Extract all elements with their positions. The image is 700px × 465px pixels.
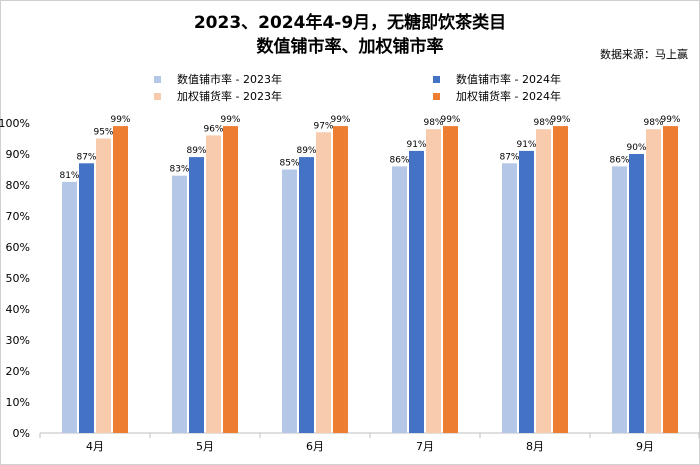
- data-label: 87%: [76, 152, 96, 162]
- x-tick-label: 7月: [416, 440, 434, 453]
- bar: [172, 175, 187, 433]
- x-tick-label: 4月: [86, 440, 104, 453]
- data-label: 99%: [660, 115, 680, 125]
- data-label: 86%: [609, 155, 629, 165]
- y-tick-label: 70%: [6, 210, 30, 223]
- bar: [536, 129, 551, 433]
- data-label: 81%: [59, 171, 79, 181]
- chart-title-line2: 数值铺市率、加权铺市率: [256, 37, 444, 57]
- bar: [409, 150, 424, 433]
- data-label: 99%: [330, 115, 350, 125]
- bar: [443, 126, 458, 433]
- legend-label: 数值铺市率 - 2023年: [177, 73, 282, 86]
- legend-swatch: [433, 75, 440, 83]
- legend-item-series-2: 数值铺市率 - 2024年: [433, 71, 561, 87]
- bar: [629, 154, 644, 433]
- bar: [316, 132, 331, 434]
- legend-item-series-3: 加权铺货率 - 2023年: [154, 88, 282, 104]
- data-label: 87%: [499, 152, 519, 162]
- data-label: 99%: [110, 115, 130, 125]
- bar: [612, 166, 627, 433]
- bar: [646, 129, 661, 433]
- bar: [282, 169, 297, 433]
- bar: [299, 157, 314, 433]
- legend-swatch: [154, 75, 161, 83]
- data-label: 98%: [643, 118, 663, 128]
- data-label: 89%: [296, 146, 316, 156]
- data-label: 97%: [313, 121, 333, 131]
- bar: [392, 166, 407, 433]
- bar: [79, 163, 94, 434]
- data-label: 99%: [220, 115, 240, 125]
- y-tick-label: 60%: [6, 241, 30, 254]
- data-label: 99%: [440, 115, 460, 125]
- y-tick-label: 100%: [0, 117, 30, 130]
- y-tick-label: 40%: [6, 303, 30, 316]
- data-label: 95%: [93, 128, 113, 138]
- data-label: 83%: [169, 165, 189, 175]
- y-tick-label: 0%: [13, 427, 30, 440]
- data-label: 89%: [186, 146, 206, 156]
- y-tick-label: 20%: [6, 365, 30, 378]
- source-note: 数据来源：马上赢: [600, 48, 688, 61]
- x-tick-label: 5月: [196, 440, 214, 453]
- data-label: 98%: [423, 118, 443, 128]
- bar: [96, 138, 111, 433]
- y-tick-label: 90%: [6, 148, 30, 161]
- bar: [333, 126, 348, 433]
- data-label: 99%: [550, 115, 570, 125]
- data-label: 98%: [533, 118, 553, 128]
- legend-swatch: [154, 92, 161, 100]
- bar: [206, 135, 221, 433]
- bar: [189, 157, 204, 433]
- legend-label: 加权铺货率 - 2023年: [177, 90, 282, 103]
- bar: [426, 129, 441, 433]
- x-tick-label: 9月: [636, 440, 654, 453]
- data-label: 90%: [626, 143, 646, 153]
- x-tick-label: 8月: [526, 440, 544, 453]
- data-label: 91%: [406, 140, 426, 150]
- legend-item-series-1: 数值铺市率 - 2023年: [154, 71, 282, 87]
- bar: [62, 181, 77, 433]
- y-tick-label: 50%: [6, 272, 30, 285]
- legend-label: 数值铺市率 - 2024年: [456, 73, 561, 86]
- data-label: 96%: [203, 124, 223, 134]
- x-tick-label: 6月: [306, 440, 324, 453]
- legend-label: 加权铺货率 - 2024年: [456, 90, 561, 103]
- y-tick-label: 80%: [6, 179, 30, 192]
- legend-item-series-4: 加权铺货率 - 2024年: [433, 88, 561, 104]
- bar: [113, 126, 128, 433]
- data-label: 86%: [389, 155, 409, 165]
- bar: [502, 163, 517, 434]
- bar: [553, 126, 568, 433]
- data-label: 85%: [279, 159, 299, 169]
- y-tick-label: 30%: [6, 334, 30, 347]
- chart-title-line1: 2023、2024年4-9月，无糖即饮茶类目: [193, 13, 507, 33]
- data-label: 91%: [516, 140, 536, 150]
- bar: [663, 126, 678, 433]
- legend-swatch: [433, 92, 440, 100]
- bar: [519, 150, 534, 433]
- y-tick-label: 10%: [6, 396, 30, 409]
- bar: [223, 126, 238, 433]
